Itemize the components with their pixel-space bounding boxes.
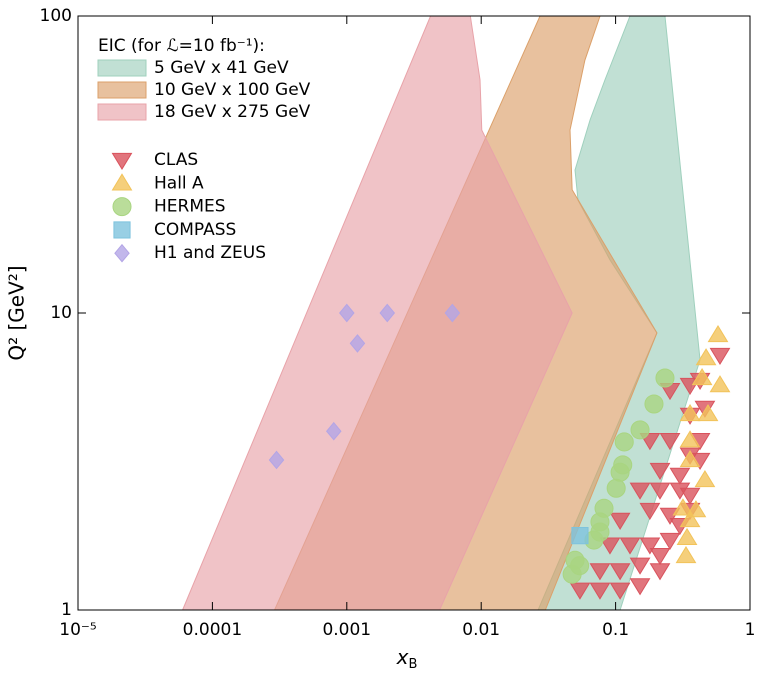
data-point: [619, 537, 641, 555]
data-point: [655, 368, 675, 388]
plot-layer: [181, 15, 731, 611]
data-point: [679, 509, 701, 528]
data-point: [679, 449, 701, 468]
data-point: [630, 420, 650, 440]
data-point: [649, 547, 671, 566]
x-tick-label: 0.001: [322, 620, 371, 640]
legend-swatch: [97, 103, 147, 121]
legend-marker: [111, 173, 133, 191]
data-point: [676, 527, 698, 545]
data-point: [599, 537, 621, 555]
data-point: [444, 303, 461, 323]
data-point: [629, 578, 651, 596]
data-point: [609, 582, 631, 600]
legend-label: H1 and ZEUS: [154, 243, 266, 263]
data-point: [379, 303, 396, 323]
x-tick-label: 10⁻⁵: [59, 620, 96, 640]
data-point: [629, 557, 651, 575]
data-point: [609, 512, 631, 530]
legend-label: 18 GeV x 275 GeV: [154, 102, 311, 122]
legend-label: 10 GeV x 100 GeV: [154, 80, 311, 100]
x-axis-label: xB: [396, 645, 418, 672]
legend-label: CLAS: [154, 150, 198, 170]
y-tick-label: 10: [50, 303, 72, 323]
data-point: [675, 546, 697, 564]
data-point: [669, 467, 691, 485]
data-point: [639, 537, 661, 555]
data-point: [709, 375, 731, 393]
data-point: [610, 462, 630, 482]
data-point: [639, 502, 661, 521]
data-point: [659, 433, 681, 451]
data-point: [694, 469, 716, 488]
data-point: [589, 582, 611, 600]
data-point: [709, 347, 731, 366]
data-point: [349, 334, 366, 353]
legend-label: COMPASS: [154, 220, 236, 240]
legend-label: Hall A: [154, 173, 204, 193]
data-point: [679, 487, 701, 505]
data-point: [570, 556, 590, 576]
data-point: [268, 450, 285, 470]
legend-marker: [112, 197, 132, 217]
legend-swatch: [97, 59, 147, 77]
data-point: [325, 421, 342, 441]
legend-label: HERMES: [154, 197, 226, 217]
data-point: [569, 582, 591, 600]
data-point: [659, 532, 681, 551]
y-tick-label: 100: [40, 6, 72, 26]
data-point: [571, 527, 589, 545]
x-tick-label: 0.01: [462, 620, 500, 640]
data-point: [589, 563, 611, 581]
x-label-main: x: [396, 645, 409, 669]
data-point: [649, 482, 671, 500]
data-point: [685, 500, 707, 518]
legend-marker: [113, 221, 131, 239]
data-point: [695, 348, 717, 366]
data-point: [707, 325, 729, 343]
data-point: [609, 563, 631, 581]
x-label-sub: B: [408, 657, 417, 672]
legend-marker: [111, 152, 133, 170]
data-point: [679, 430, 701, 448]
data-point: [679, 404, 701, 422]
x-tick-label: 1: [745, 620, 756, 640]
legend-swatch: [97, 81, 147, 99]
y-axis-label: Q² [GeV²]: [5, 265, 29, 360]
legend-label: 5 GeV x 41 GeV: [154, 58, 289, 78]
data-point: [672, 498, 694, 516]
data-point: [629, 482, 651, 500]
x-tick-label: 0.0001: [183, 620, 242, 640]
data-point: [339, 303, 355, 323]
data-point: [697, 404, 719, 422]
data-point: [644, 394, 664, 414]
legend-marker: [114, 243, 130, 263]
data-point: [649, 462, 671, 481]
data-point: [614, 432, 634, 452]
y-tick-label: 1: [61, 600, 72, 620]
x-tick-label: 0.1: [602, 620, 629, 640]
data-point: [691, 368, 713, 386]
legend-title: EIC (for ℒ=10 fb⁻¹):: [98, 36, 265, 56]
data-point: [606, 478, 626, 498]
